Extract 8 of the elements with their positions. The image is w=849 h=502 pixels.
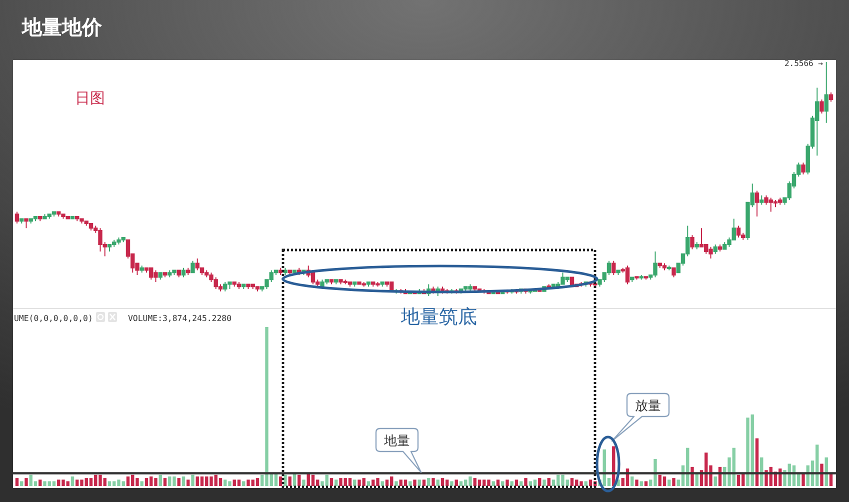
annotation: 地量筑底 — [400, 306, 477, 328]
ref-line-label: 地量 — [383, 434, 410, 449]
text: UME(0,0,0,0,0,0) — [14, 313, 93, 323]
annotation: 2.5566 → — [784, 59, 824, 68]
chart-title: 地量地价 — [21, 15, 103, 39]
text: 日图 — [75, 89, 105, 107]
text: VOLUME:3,874,245.2280 — [128, 313, 232, 323]
annotation: 放量 — [635, 399, 661, 414]
